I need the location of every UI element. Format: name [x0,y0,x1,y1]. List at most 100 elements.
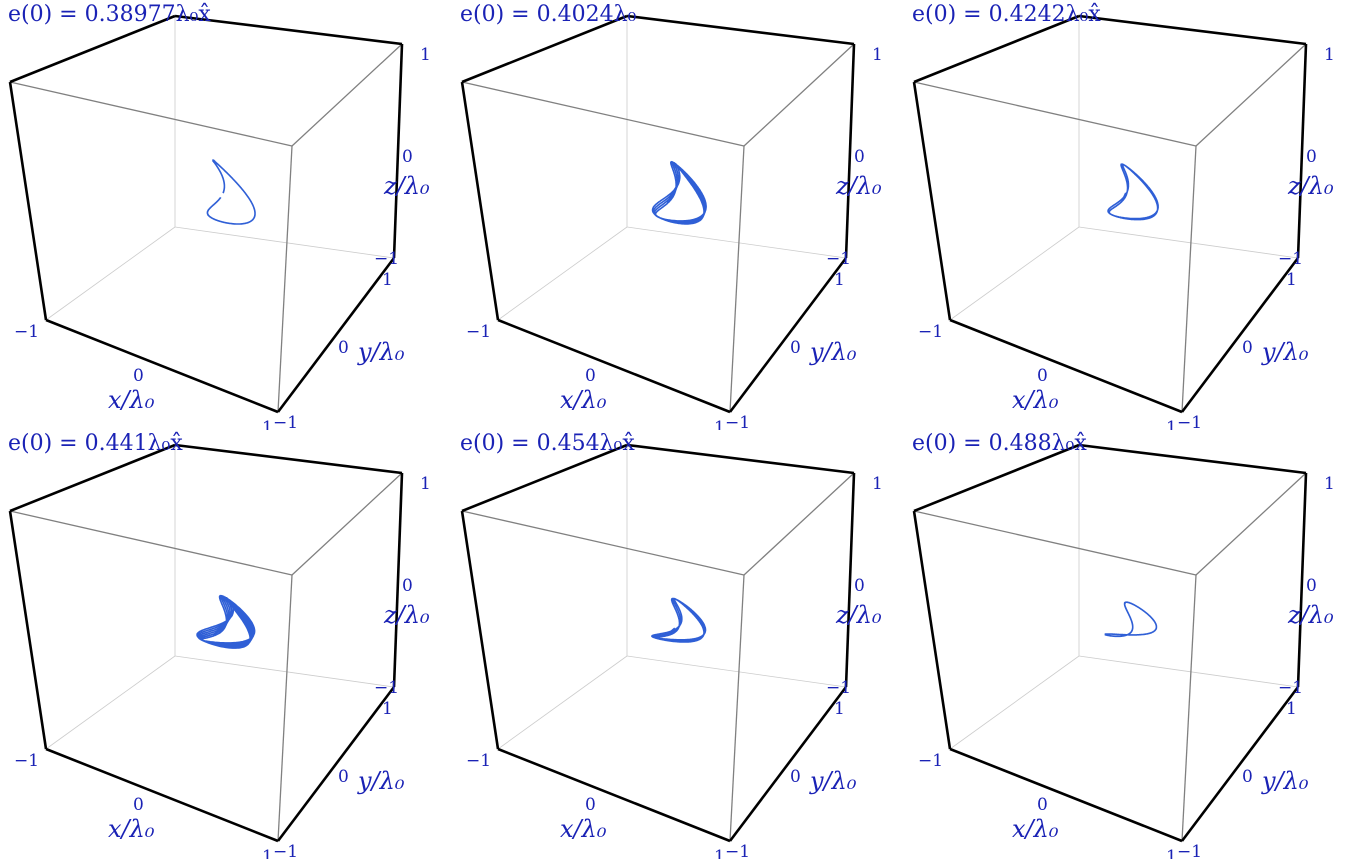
y-axis-label: y/λ₀ [809,767,857,795]
z-axis-label: z/λ₀ [383,601,430,629]
z-tick-label: −1 [1278,678,1303,698]
box-edge [743,472,855,576]
box-frame-edge [1078,443,1307,475]
trajectory-panel-6: −1 0 1 1 0 −1 1 0 −1 x/λ₀ y/λ₀ z/λ₀ e(0) = 0.488λ₀x̂ [904,429,1356,859]
y-tick-label: 1 [1286,699,1297,719]
box-edge [743,43,855,147]
hidden-edge [45,226,176,321]
box-edge [9,510,293,576]
trajectory-curve [651,160,707,225]
z-tick-label: 1 [872,45,883,65]
z-tick-label: 1 [872,474,883,494]
box-frame-edge [912,81,952,321]
box-edge [277,574,293,842]
hidden-edge [949,655,1080,750]
y-tick-label: −1 [725,413,750,430]
panel-title: e(0) = 0.488λ₀x̂ [912,431,1087,456]
box-frame-edge [912,510,952,750]
box-edge [291,43,403,147]
trajectory-panel-2: −1 0 1 1 0 −1 1 0 −1 x/λ₀ y/λ₀ z/λ₀ e(0) = 0.4024λ₀ [452,0,904,430]
x-tick-label: −1 [466,751,491,771]
y-tick-label: 1 [834,270,845,290]
x-tick-label: 1 [262,418,273,430]
box-frame-edge [1180,686,1300,842]
trajectory-panel-3: −1 0 1 1 0 −1 1 0 −1 x/λ₀ y/λ₀ z/λ₀ e(0) = 0.4242λ₀x… [904,0,1356,430]
z-tick-label: 1 [420,474,431,494]
y-tick-label: 0 [790,338,801,358]
panel-title: e(0) = 0.38977λ₀x̂ [8,2,211,27]
box-frame-edge [276,686,396,842]
y-tick-label: 0 [790,767,801,787]
z-tick-label: 1 [1324,45,1335,65]
z-tick-label: 0 [854,147,865,167]
box-frame-edge [1296,43,1308,259]
z-tick-label: 0 [402,576,413,596]
box-edge [1195,472,1307,576]
x-tick-label: 0 [1037,366,1048,386]
x-tick-label: −1 [14,751,39,771]
trajectory-curve [196,594,256,649]
box-frame-edge [497,747,731,843]
y-tick-label: −1 [725,842,750,859]
trajectory-curve [1107,163,1159,221]
z-axis-label: z/λ₀ [835,601,882,629]
box-frame-edge [460,510,500,750]
box-frame-edge [949,318,1183,414]
box-frame-edge [1078,14,1307,46]
y-tick-label: −1 [273,413,298,430]
box-frame-edge [949,747,1183,843]
box-edge [913,81,1197,147]
x-tick-label: 0 [585,366,596,386]
box-edge [461,81,745,147]
box-edge [1195,43,1307,147]
hidden-edge [1078,226,1299,259]
box-frame-edge [728,257,848,413]
box-frame-edge [392,43,404,259]
box-frame-edge [461,14,628,84]
x-axis-label: x/λ₀ [560,386,607,414]
y-tick-label: −1 [1177,413,1202,430]
x-tick-label: −1 [918,751,943,771]
box-edge [1181,574,1197,842]
z-axis-label: z/λ₀ [383,172,430,200]
trajectory-curve [206,159,256,225]
panel-title: e(0) = 0.454λ₀x̂ [460,431,635,456]
panel-title: e(0) = 0.4024λ₀ [460,2,637,27]
y-tick-label: 1 [382,699,393,719]
box-frame-edge [276,257,396,413]
hidden-edge [497,655,628,750]
z-tick-label: −1 [374,678,399,698]
y-tick-label: 1 [382,270,393,290]
box-frame-edge [626,443,855,475]
x-axis-label: x/λ₀ [108,386,155,414]
z-tick-label: 0 [1306,147,1317,167]
box-frame-edge [461,443,628,513]
hidden-edge [1078,655,1299,688]
box-edge [729,145,745,413]
hidden-edge [949,226,1080,321]
x-tick-label: −1 [466,322,491,342]
z-tick-label: −1 [826,249,851,269]
y-tick-label: 0 [338,338,349,358]
box-edge [9,81,293,147]
x-tick-label: 1 [1166,847,1177,859]
x-tick-label: −1 [14,322,39,342]
panel-title: e(0) = 0.4242λ₀x̂ [912,2,1101,27]
box-frame-edge [1180,257,1300,413]
box-frame-edge [844,472,856,688]
box-edge [277,145,293,413]
box-edge [913,510,1197,576]
hidden-edge [626,655,847,688]
box-edge [1181,145,1197,413]
y-tick-label: −1 [273,842,298,859]
box-frame-edge [497,318,731,414]
x-axis-label: x/λ₀ [560,815,607,843]
hidden-edge [497,226,628,321]
trajectory-panel-1: −1 0 1 1 0 −1 1 0 −1 x/λ₀ y/λ₀ z/λ₀ e(0) = 0.38977λ₀… [0,0,452,430]
x-axis-label: x/λ₀ [1012,386,1059,414]
